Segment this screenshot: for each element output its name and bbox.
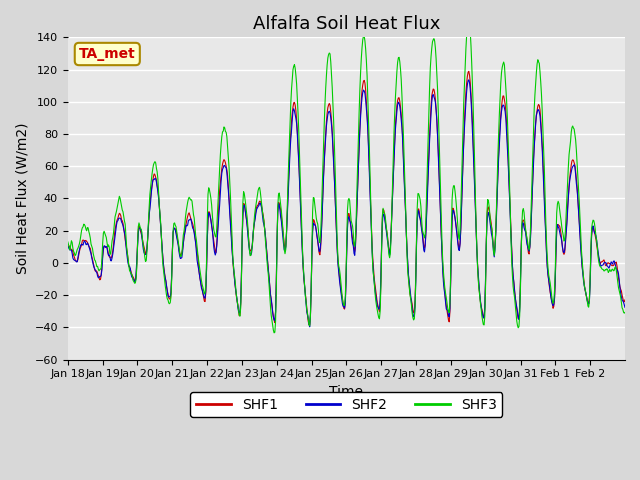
SHF3 — [129, 278, 137, 284]
Text: TA_met: TA_met — [79, 47, 136, 61]
Legend: SHF1, SHF2, SHF3: SHF1, SHF2, SHF3 — [191, 392, 502, 417]
SHF3 — [621, 310, 629, 315]
Line: SHF1: SHF1 — [68, 72, 625, 325]
SHF2 — [129, 276, 137, 282]
SHF1 — [436, 187, 444, 193]
SHF3 — [232, 284, 239, 290]
SHF2 — [232, 286, 239, 292]
Line: SHF2: SHF2 — [68, 80, 625, 327]
SHF2 — [465, 77, 473, 83]
SHF3 — [259, 214, 267, 220]
SHF1 — [64, 243, 72, 249]
SHF2 — [306, 324, 314, 330]
SHF2 — [404, 272, 412, 278]
SHF3 — [404, 277, 412, 283]
SHF1 — [259, 212, 267, 218]
SHF1 — [232, 287, 239, 293]
SHF3 — [64, 239, 72, 245]
SHF2 — [280, 247, 288, 253]
SHF1 — [129, 274, 137, 280]
SHF1 — [306, 322, 314, 328]
SHF2 — [259, 219, 267, 225]
SHF2 — [621, 304, 629, 310]
SHF3 — [281, 251, 289, 257]
SHF1 — [621, 297, 629, 303]
SHF1 — [465, 69, 473, 74]
X-axis label: Time: Time — [330, 385, 364, 399]
SHF1 — [280, 241, 288, 247]
SHF1 — [404, 273, 412, 279]
SHF3 — [465, 17, 473, 23]
Y-axis label: Soil Heat Flux (W/m2): Soil Heat Flux (W/m2) — [15, 123, 29, 274]
SHF3 — [270, 330, 278, 336]
Title: Alfalfa Soil Heat Flux: Alfalfa Soil Heat Flux — [253, 15, 440, 33]
SHF2 — [436, 191, 444, 196]
Line: SHF3: SHF3 — [68, 20, 625, 333]
SHF3 — [436, 158, 444, 164]
SHF2 — [64, 246, 72, 252]
